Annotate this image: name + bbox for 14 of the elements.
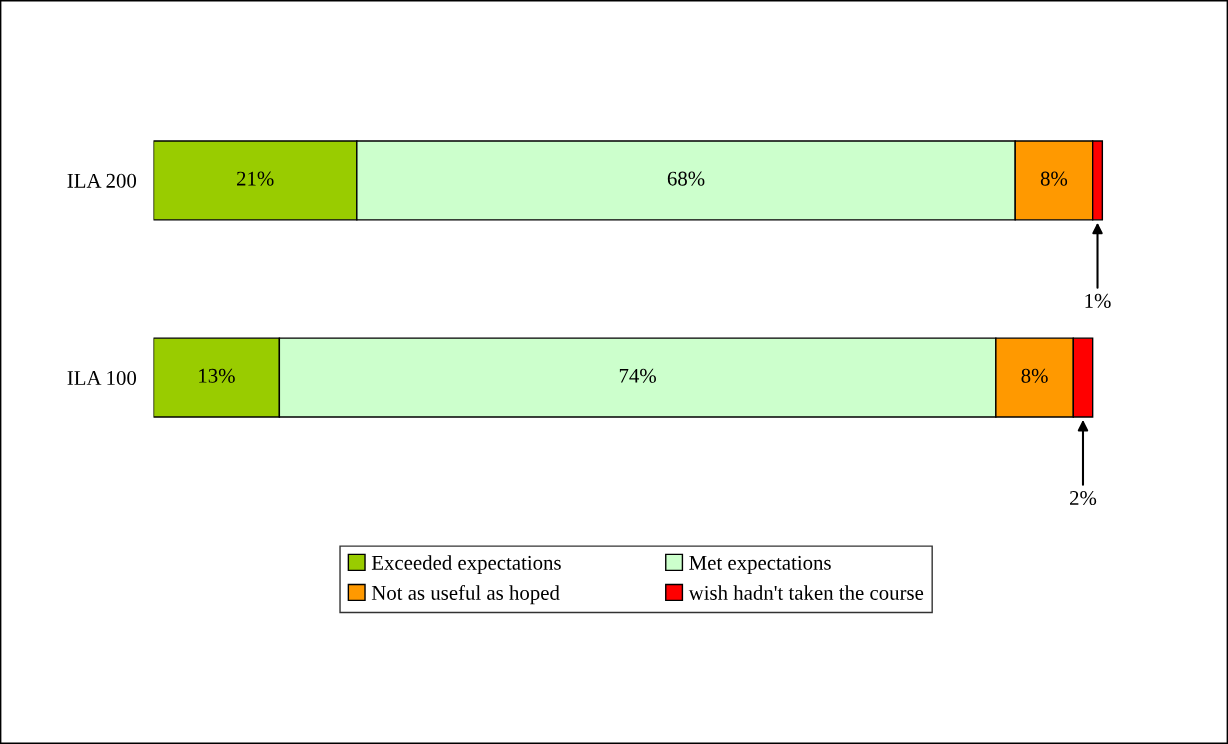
data-label: 74% [619,368,656,383]
legend-label: wish hadn't taken the course [688,585,924,600]
data-label: 8% [1040,171,1068,186]
legend-label: Exceeded expectations [371,555,561,575]
data-label: 2% [1070,490,1097,506]
legend-label: Met expectations [689,555,831,575]
data-label: 1% [1085,293,1111,308]
data-label: 13% [199,368,235,383]
data-label: 68% [667,171,705,186]
data-label: 21% [236,171,274,186]
legend-label: Not as useful as hoped [371,585,560,605]
y-tick-label: ILA 100 [67,370,137,386]
data-label: 8% [1021,368,1048,383]
y-tick-label: ILA 200 [67,173,137,188]
